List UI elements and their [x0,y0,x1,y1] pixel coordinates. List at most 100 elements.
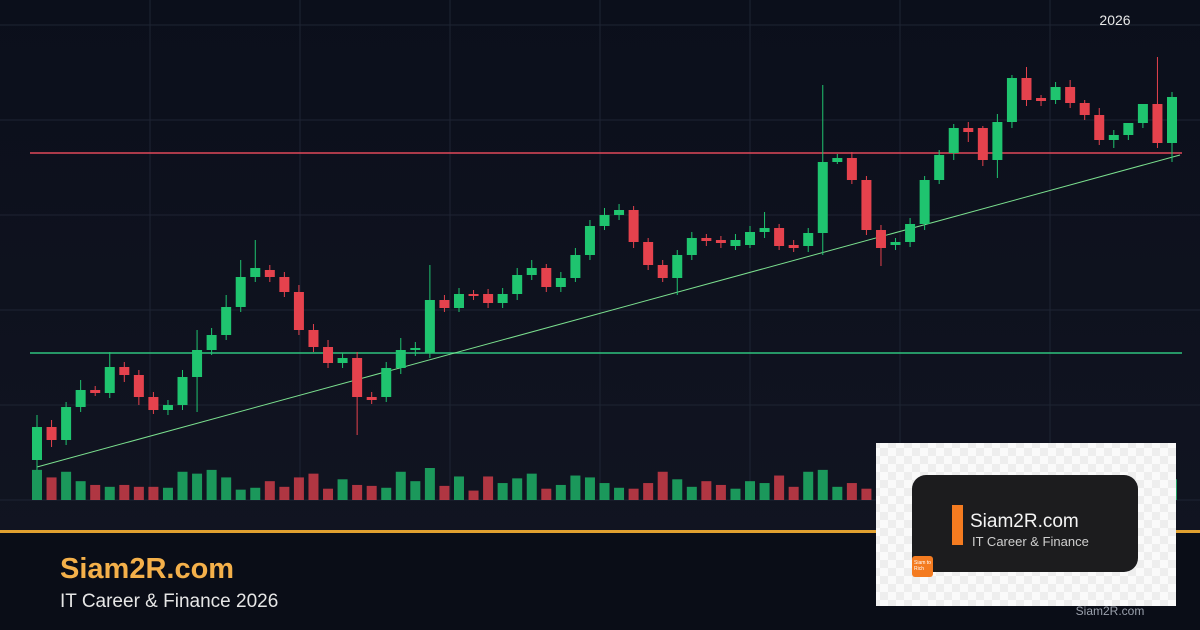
candle-body [570,255,581,278]
candle-body [526,268,537,275]
volume-bar [686,486,697,500]
volume-bar [468,490,479,500]
volume-bar [788,486,799,500]
candle-body [730,240,741,246]
volume-bar [395,471,406,500]
candle-body [948,128,959,153]
candle-body [1167,97,1177,143]
candle-body [992,122,1003,160]
candle-body [148,397,159,410]
candle-body [162,405,173,410]
candle-body [1108,135,1119,140]
candle-body [46,427,57,440]
candle-body [323,347,334,363]
candle-body [337,358,348,363]
volume-bar [177,471,188,500]
volume-bar [643,483,654,500]
volume-bar [279,486,290,500]
candle-body [905,224,916,242]
volume-bar [439,485,450,500]
divider [0,530,1200,533]
watermark: Siam2R.com [1076,604,1145,618]
brand-subtitle: IT Career & Finance 2026 [60,591,278,612]
volume-bar [148,486,159,500]
volume-bar [657,471,668,500]
candle-body [657,265,668,278]
brand-title: Siam2R.com [60,553,234,585]
candle-body [832,158,843,162]
volume-bar [221,477,232,500]
volume-bar [584,477,595,500]
candle-body [424,300,435,353]
volume-bar [541,488,552,500]
logo-badge [912,556,933,577]
volume-bar [817,469,828,500]
volume-bar [730,488,741,500]
volume-bar [497,483,508,500]
candle-body [1079,103,1090,115]
candle-body [308,330,319,347]
candle-body [104,367,115,393]
volume-bar [745,481,756,500]
candle-body [599,215,610,226]
volume-bar [264,481,275,500]
candle-body [483,294,494,303]
candle-body [934,155,945,180]
candle-body [1152,104,1163,143]
candle-body [1006,78,1017,122]
candle-body [366,397,377,400]
candle-body [1123,123,1134,135]
logo-subtitle: IT Career & Finance [972,534,1089,549]
candle-body [672,255,683,278]
volume-bar [424,468,435,500]
volume-bar [46,477,57,500]
candle-body [119,367,130,375]
candle-body [817,162,828,233]
logo-badge-text: Siam to Rich [914,560,931,572]
logo-title: Siam2R.com [970,511,1079,532]
volume-bar [526,473,537,500]
volume-bar [75,481,86,500]
candle-body [774,228,785,246]
volume-bar [453,476,464,500]
candle-body [192,350,203,377]
volume-bar [352,484,363,500]
candle-body [1094,115,1105,140]
volume-bar [337,479,348,500]
volume-bar [235,489,246,500]
candle-body [861,180,872,230]
candle-body [919,180,930,224]
candle-body [759,228,770,232]
volume-bar [192,473,203,500]
volume-bar [410,481,421,500]
candle-body [614,210,625,215]
candle-body [468,294,479,296]
volume-bar [483,476,494,500]
candle-body [701,238,712,241]
candle-body [177,377,188,405]
candle-body [745,232,756,245]
candle-body [61,407,72,440]
volume-bar [599,483,610,500]
volume-bar [119,484,130,500]
volume-bar [715,484,726,500]
volume-bar [759,483,770,500]
volume-bar [701,481,712,500]
volume-bar [206,469,217,500]
volume-bar [570,475,581,500]
candle-body [1050,87,1061,100]
volume-bar [293,477,304,500]
volume-bar [512,478,523,500]
candle-body [788,245,799,248]
volume-bar [861,488,872,500]
candle-body [1065,87,1076,103]
candle-body [395,350,406,368]
candle-body [381,368,392,397]
candle-body [1021,78,1032,100]
volume-bar [555,484,566,500]
volume-bar [832,486,843,500]
volume-bar [162,487,173,500]
candle-body [1137,104,1148,123]
